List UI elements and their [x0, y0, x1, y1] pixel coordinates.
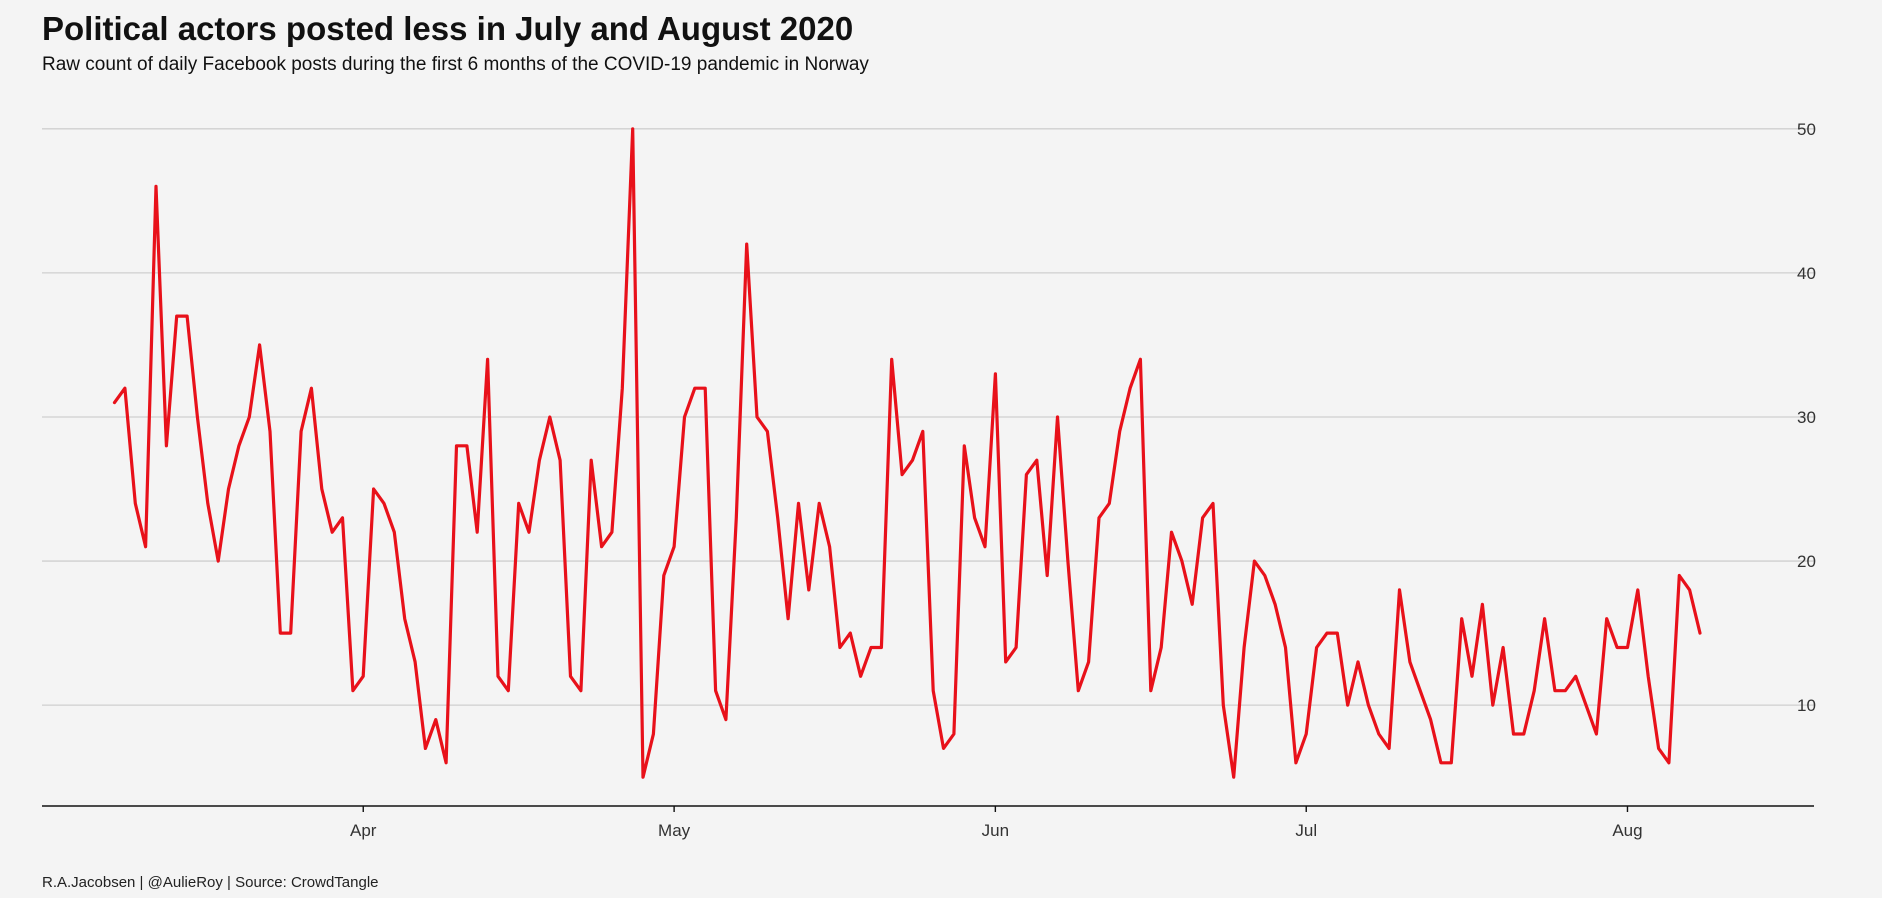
x-tick-label: Jun — [982, 821, 1009, 840]
series-layer — [112, 127, 1702, 779]
chart-caption: R.A.Jacobsen | @AulieRoy | Source: Crowd… — [42, 874, 379, 891]
y-tick-label: 50 — [1797, 120, 1816, 139]
x-axis: Apr May Jun Jul Aug — [42, 805, 1814, 840]
y-tick-label: 40 — [1797, 264, 1816, 283]
series-line — [112, 127, 1702, 779]
gridlines — [42, 128, 1814, 706]
chart-title: Political actors posted less in July and… — [42, 10, 854, 47]
y-tick-label: 10 — [1797, 696, 1816, 715]
y-tick-label: 30 — [1797, 408, 1816, 427]
x-tick-label: Apr — [350, 821, 377, 840]
x-tick-label: May — [658, 821, 691, 840]
chart-subtitle: Raw count of daily Facebook posts during… — [42, 54, 869, 75]
y-tick-label: 20 — [1797, 552, 1816, 571]
x-tick-label: Aug — [1612, 821, 1642, 840]
x-tick-label: Jul — [1295, 821, 1317, 840]
y-axis-ticks: 10 20 30 40 50 — [1797, 120, 1816, 715]
